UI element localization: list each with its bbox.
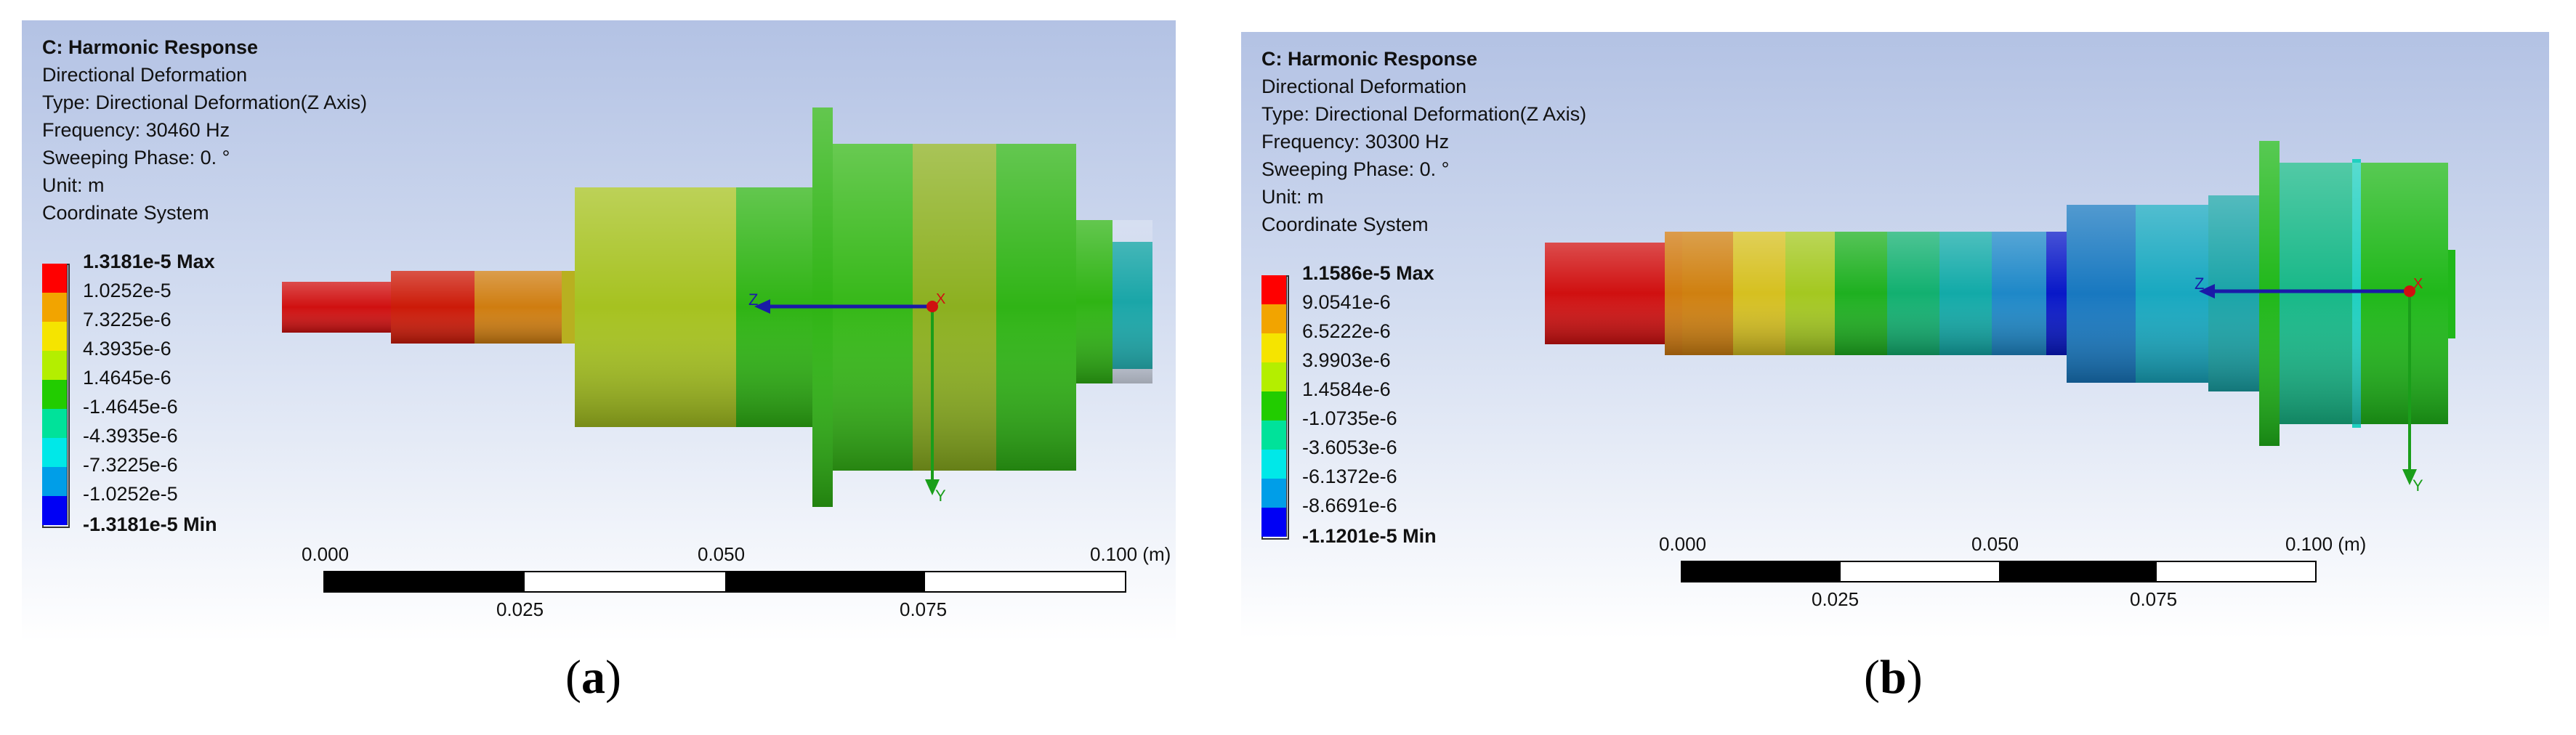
scale-tick-label: 0.025 — [496, 598, 544, 620]
shaft-shading — [1545, 141, 2448, 446]
legend-swatch — [42, 322, 68, 351]
legend-level-label: 1.4584e-6 — [1302, 378, 1391, 400]
scale-tick-label: 0.025 — [1812, 588, 1860, 610]
legend-level-label: -7.3225e-6 — [83, 454, 178, 476]
scale-tick-label: 0.000 — [302, 543, 350, 565]
legend-swatch — [1261, 391, 1287, 421]
legend-min-label: -1.3181e-5 Min — [83, 513, 217, 535]
scale-tick-label: 0.100 (m) — [1090, 543, 1171, 565]
scale-tick-label: 0.075 — [2130, 588, 2178, 610]
legend-level-label: -1.4645e-6 — [83, 396, 178, 418]
caption-b: (b) — [1864, 651, 1923, 704]
legend-swatch — [42, 351, 68, 380]
legend-level-label: 9.0541e-6 — [1302, 291, 1391, 313]
scale-bar — [1681, 561, 2317, 582]
result-unit: Unit: m — [1261, 186, 1324, 208]
x-axis-label: X — [936, 291, 945, 307]
legend-swatch — [1261, 275, 1287, 304]
legend-swatch — [42, 293, 68, 322]
scale-tick-label: 0.050 — [1971, 533, 2019, 555]
result-unit: Unit: m — [42, 174, 105, 196]
panel-a: C: Harmonic Response Directional Deforma… — [22, 20, 1176, 642]
legend-swatch — [1261, 508, 1287, 537]
legend-swatch — [1261, 362, 1287, 391]
legend-level-label: -6.1372e-6 — [1302, 466, 1397, 487]
z-axis-label: Z — [748, 291, 758, 309]
result-type: Type: Directional Deformation(Z Axis) — [1261, 103, 1587, 125]
shaft-model-view: Z Y X — [282, 107, 1152, 507]
result-name: Directional Deformation — [1261, 76, 1467, 97]
result-sweeping-phase: Sweeping Phase: 0. ° — [1261, 158, 1450, 180]
shaft-shading — [282, 107, 1152, 507]
legend-level-label: -1.0735e-6 — [1302, 407, 1397, 429]
legend-swatch — [1261, 450, 1287, 479]
x-axis-label: X — [2413, 276, 2423, 292]
result-coordinate-system: Coordinate System — [1261, 214, 1429, 235]
legend-swatch — [42, 380, 68, 409]
scale-tick-label: 0.000 — [1659, 533, 1707, 555]
legend-max-label: 1.3181e-5 Max — [83, 251, 215, 272]
analysis-title: C: Harmonic Response — [42, 36, 259, 58]
legend-level-label: 3.9903e-6 — [1302, 349, 1391, 371]
z-axis-label: Z — [2195, 275, 2204, 293]
legend-level-label: -3.6053e-6 — [1302, 436, 1397, 458]
result-info: C: Harmonic Response Directional Deforma… — [42, 33, 367, 227]
result-frequency: Frequency: 30300 Hz — [1261, 131, 1450, 153]
scale-tick-label: 0.100 (m) — [2285, 533, 2367, 555]
legend-swatch — [1261, 421, 1287, 450]
scale-tick-label: 0.050 — [698, 543, 746, 565]
legend-min-label: -1.1201e-5 Min — [1302, 525, 1437, 547]
panel-b: C: Harmonic Response Directional Deforma… — [1241, 32, 2549, 639]
caption-a: (a) — [565, 651, 621, 704]
legend-level-label: 4.3935e-6 — [83, 338, 171, 360]
legend-level-label: -1.0252e-5 — [83, 483, 178, 505]
y-axis-label: Y — [935, 487, 946, 505]
scale-bar — [323, 571, 1126, 593]
legend-swatch — [42, 496, 68, 525]
legend-swatch — [42, 264, 68, 293]
legend-swatch — [42, 438, 68, 467]
result-info: C: Harmonic Response Directional Deforma… — [1261, 45, 1586, 238]
shaft-model-view: Z Y X — [1545, 141, 2455, 495]
legend-level-label: -8.6691e-6 — [1302, 495, 1397, 516]
legend-level-label: 1.0252e-5 — [83, 280, 171, 301]
analysis-title: C: Harmonic Response — [1261, 48, 1478, 70]
legend-max-label: 1.1586e-5 Max — [1302, 262, 1434, 284]
legend-swatch — [42, 467, 68, 496]
legend-level-label: 1.4645e-6 — [83, 367, 171, 389]
legend-swatch — [1261, 479, 1287, 508]
legend-swatch — [1261, 304, 1287, 333]
coordinate-triad: Z Y X — [748, 291, 946, 505]
legend-level-label: -4.3935e-6 — [83, 425, 178, 447]
result-sweeping-phase: Sweeping Phase: 0. ° — [42, 147, 230, 168]
result-name: Directional Deformation — [42, 64, 248, 86]
result-frequency: Frequency: 30460 Hz — [42, 119, 230, 141]
result-type: Type: Directional Deformation(Z Axis) — [42, 92, 368, 113]
legend-level-label: 7.3225e-6 — [83, 309, 171, 330]
coordinate-triad: Z Y X — [2195, 275, 2423, 495]
result-coordinate-system: Coordinate System — [42, 202, 209, 224]
legend-level-label: 6.5222e-6 — [1302, 320, 1391, 342]
scale-tick-label: 0.075 — [900, 598, 948, 620]
y-axis-label: Y — [2413, 476, 2423, 495]
legend-swatch — [42, 409, 68, 438]
legend-swatch — [1261, 333, 1287, 362]
